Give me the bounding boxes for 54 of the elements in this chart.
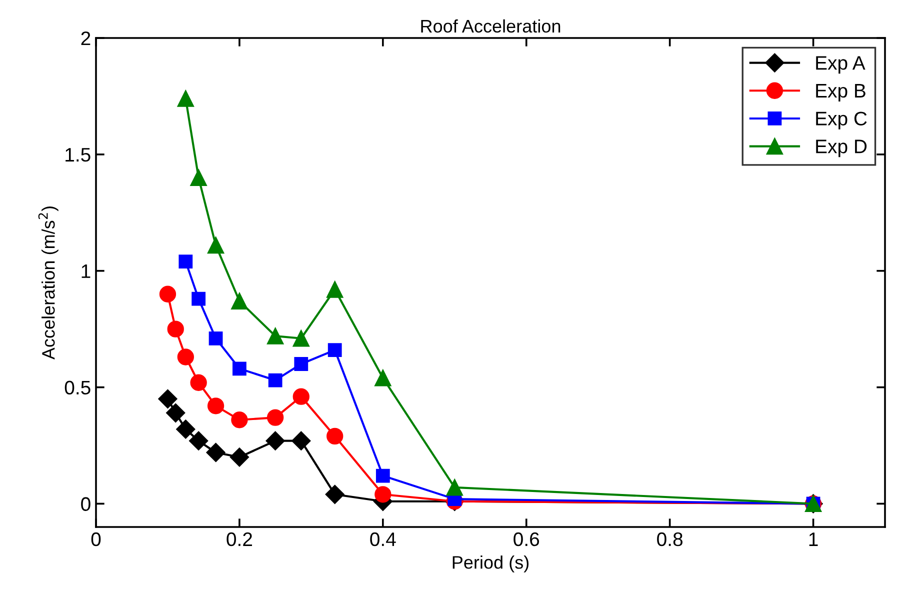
legend-label: Exp A [816,56,866,74]
y-tick-label: 1.5 [66,148,90,162]
point [374,486,392,503]
x-tick-label: 0.2 [226,532,252,546]
x-tick-label: 0 [91,532,101,546]
y-tick-label: 1 [82,264,90,278]
point [446,479,463,496]
point [192,292,206,306]
point [207,236,224,254]
point [231,412,248,428]
y-tick-label: 0.5 [64,380,90,395]
point [190,169,207,186]
point [159,286,176,302]
point [374,370,392,386]
y-tick-label: 0 [81,497,90,511]
point [231,292,248,310]
point [177,348,194,366]
point [376,468,390,483]
point [158,389,178,408]
x-tick-label: 0.4 [370,532,396,546]
y-tick-label: 2 [81,31,90,46]
point [189,431,208,450]
point [326,281,344,298]
point [292,330,310,347]
point [190,374,207,391]
y-axis-title: Acceleration (m/s$^{2}$) [38,206,58,360]
legend-label: Exp D [816,140,867,158]
point [326,428,344,445]
point [167,320,184,338]
point [328,343,342,357]
point [268,373,282,388]
point [230,448,249,467]
point [266,431,285,450]
point [177,90,194,107]
point [266,328,284,344]
legend-label: Exp B [816,84,866,102]
x-tick-label: 0.8 [657,532,682,546]
point [206,442,226,462]
point [232,362,246,376]
x-tick-label: 0.6 [514,532,540,546]
point [178,254,193,268]
point [294,357,308,371]
point [292,431,311,450]
point [325,484,344,504]
chart-title: Roof Acceleration [421,19,560,33]
point [266,409,284,426]
legend-label: Exp C [816,112,867,130]
x-tick-label: 1 [809,532,818,546]
point [207,398,224,414]
point [166,403,186,422]
x-axis-title: Period (s) [452,556,529,572]
point [176,420,196,439]
point [292,388,310,405]
point [208,331,223,346]
